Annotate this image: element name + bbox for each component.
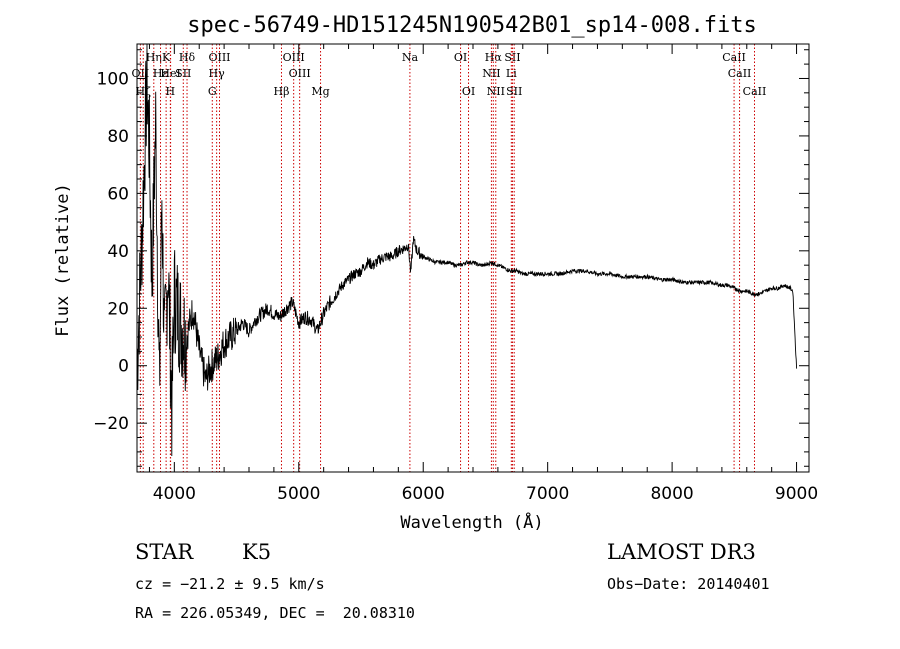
line-label-17: CaII: [728, 67, 752, 80]
x-tick-label-1: 5000: [277, 484, 320, 504]
line-label-2: Hδ: [179, 51, 196, 64]
line-label-24: OI: [462, 85, 475, 98]
y-tick-label-5: 80: [107, 127, 129, 147]
line-label-6: Hα: [485, 51, 503, 64]
coordinates: RA = 226.05349, DEC = 20.08310: [135, 604, 415, 622]
x-tick-label-0: 4000: [153, 484, 196, 504]
plot-area: [136, 43, 798, 457]
x-tick-label-4: 8000: [650, 484, 693, 504]
line-label-3: OIII: [208, 51, 230, 64]
survey-name: LAMOST DR3: [607, 540, 756, 564]
spectrum-line: [136, 43, 798, 457]
line-label-20: G: [208, 85, 217, 98]
line-label-0: Hη: [146, 51, 162, 64]
line-label-7: SII: [504, 51, 520, 64]
obs-date: Obs−Date: 20140401: [607, 575, 770, 593]
line-label-19: H: [166, 85, 176, 98]
x-tick-label-5: 9000: [775, 484, 818, 504]
line-label-8: CaII: [722, 51, 746, 64]
line-label-15: NII: [482, 67, 500, 80]
y-tick-label-4: 60: [107, 184, 129, 204]
y-tick-label-6: 100: [97, 69, 129, 89]
line-label-25: NII: [487, 85, 505, 98]
line-label-14: OIII: [289, 67, 311, 80]
y-tick-label-3: 40: [107, 242, 129, 262]
line-label-4: OIII: [283, 51, 305, 64]
redshift-cz: cz = −21.2 ± 9.5 km/s: [135, 575, 325, 593]
y-tick-label-1: 0: [118, 357, 129, 377]
y-axis-label: Flux (relative): [53, 183, 73, 337]
line-label-13: Hγ: [209, 67, 226, 80]
line-label-16: Li: [506, 67, 517, 80]
line-label-5: OI: [454, 51, 467, 64]
plot-frame: [136, 43, 810, 473]
x-tick-label-3: 7000: [526, 484, 569, 504]
x-axis-label: Wavelength (Å): [400, 511, 543, 533]
y-tick-label-0: −20: [93, 414, 129, 434]
chart-title: spec-56749-HD151245N190542B01_sp14-008.f…: [187, 13, 757, 38]
line-label-1: K: [162, 51, 171, 64]
line-label-21: Hβ: [274, 85, 290, 98]
y-tick-label-2: 20: [107, 299, 129, 319]
line-label-27: CaII: [743, 85, 767, 98]
line-label-10: Hε: [153, 67, 169, 80]
spectral-subclass: K5: [242, 540, 272, 564]
line-label-26: SII: [506, 85, 522, 98]
x-tick-label-2: 6000: [402, 484, 445, 504]
axes: 4000 5000 6000 7000 8000 9000 −20 0 20 40 60 80 100: [93, 43, 818, 504]
line-label-9: OII: [132, 67, 150, 80]
line-label-23: Na: [402, 51, 419, 64]
line-label-22: Mg: [311, 85, 329, 98]
line-label-18: Hζ: [135, 85, 151, 98]
object-type: STAR: [135, 540, 194, 564]
line-label-12: SII: [175, 67, 191, 80]
